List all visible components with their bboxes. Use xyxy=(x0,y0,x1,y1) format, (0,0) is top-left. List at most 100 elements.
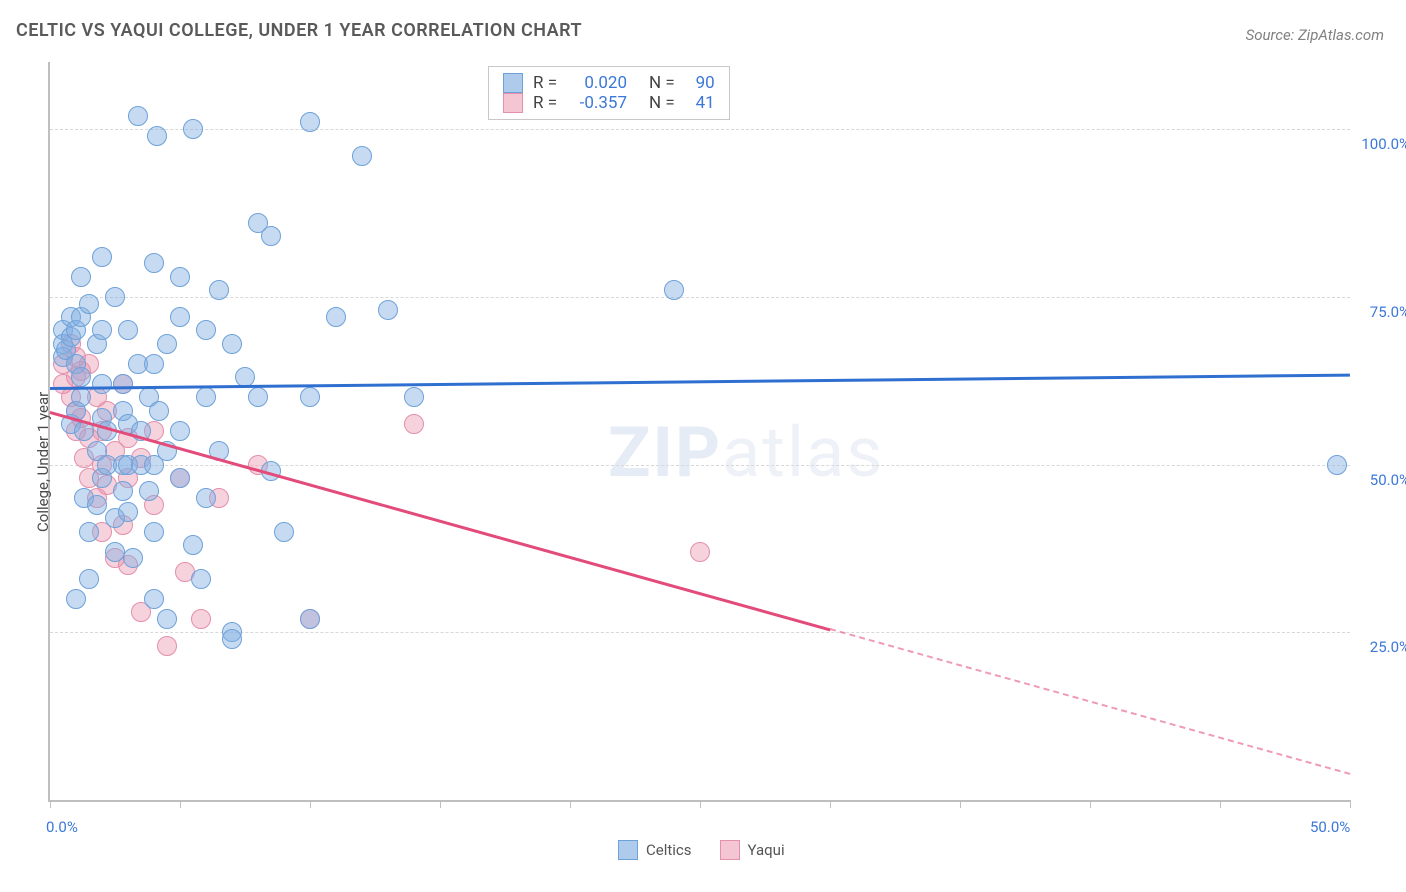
legend-swatch xyxy=(720,840,740,860)
data-point-celtics xyxy=(157,334,177,354)
data-point-celtics xyxy=(144,522,164,542)
data-point-celtics xyxy=(222,629,242,649)
n-value: 41 xyxy=(685,93,715,113)
data-point-celtics xyxy=(92,320,112,340)
legend-series: Celtics Yaqui xyxy=(618,840,785,860)
chart-title: CELTIC VS YAQUI COLLEGE, UNDER 1 YEAR CO… xyxy=(16,20,582,41)
x-tick xyxy=(830,800,831,808)
data-point-yaqui xyxy=(404,414,424,434)
x-tick-label: 0.0% xyxy=(46,818,78,836)
data-point-celtics xyxy=(79,522,99,542)
data-point-celtics xyxy=(183,535,203,555)
data-point-celtics xyxy=(71,367,91,387)
data-point-celtics xyxy=(128,106,148,126)
data-point-celtics xyxy=(664,280,684,300)
data-point-celtics xyxy=(118,320,138,340)
y-tick-label: 50.0% xyxy=(1370,471,1406,489)
data-point-celtics xyxy=(105,542,125,562)
data-point-celtics xyxy=(300,609,320,629)
data-point-celtics xyxy=(147,126,167,146)
y-tick-label: 75.0% xyxy=(1370,303,1406,321)
data-point-celtics xyxy=(1327,455,1347,475)
data-point-celtics xyxy=(170,307,190,327)
data-point-celtics xyxy=(144,589,164,609)
x-tick xyxy=(960,800,961,808)
x-tick xyxy=(1090,800,1091,808)
data-point-celtics xyxy=(274,522,294,542)
x-tick xyxy=(1220,800,1221,808)
r-value: -0.357 xyxy=(567,93,627,113)
data-point-celtics xyxy=(378,300,398,320)
data-point-celtics xyxy=(222,334,242,354)
legend-swatch xyxy=(503,73,523,93)
data-point-celtics xyxy=(66,589,86,609)
data-point-celtics xyxy=(71,267,91,287)
y-tick-label: 100.0% xyxy=(1361,135,1406,153)
legend-label: Celtics xyxy=(646,841,692,859)
data-point-celtics xyxy=(191,569,211,589)
r-label: R = xyxy=(533,93,557,113)
legend-stat-row: R = 0.020 N = 90 xyxy=(503,73,715,93)
legend-swatch xyxy=(618,840,638,860)
r-label: R = xyxy=(533,73,557,93)
gridline xyxy=(50,632,1350,633)
data-point-yaqui xyxy=(191,609,211,629)
n-label: N = xyxy=(649,73,675,93)
data-point-celtics xyxy=(209,280,229,300)
data-point-celtics xyxy=(196,488,216,508)
data-point-celtics xyxy=(170,468,190,488)
data-point-celtics xyxy=(404,387,424,407)
data-point-celtics xyxy=(92,247,112,267)
data-point-celtics xyxy=(170,421,190,441)
data-point-celtics xyxy=(352,146,372,166)
data-point-celtics xyxy=(157,609,177,629)
data-point-celtics xyxy=(170,267,190,287)
data-point-celtics xyxy=(71,387,91,407)
data-point-celtics xyxy=(123,548,143,568)
trend-line-yaqui xyxy=(50,411,831,631)
legend-item: Celtics xyxy=(618,840,692,860)
data-point-celtics xyxy=(183,119,203,139)
correlation-chart: ZIPatlas 25.0%50.0%75.0%100.0%0.0%50.0% … xyxy=(48,62,1384,818)
x-tick xyxy=(310,800,311,808)
data-point-celtics xyxy=(261,226,281,246)
data-point-celtics xyxy=(79,294,99,314)
data-point-yaqui xyxy=(690,542,710,562)
data-point-celtics xyxy=(326,307,346,327)
data-point-celtics xyxy=(105,287,125,307)
data-point-celtics xyxy=(248,387,268,407)
x-tick xyxy=(1350,800,1351,808)
data-point-celtics xyxy=(79,569,99,589)
n-label: N = xyxy=(649,93,675,113)
gridline xyxy=(50,297,1350,298)
data-point-celtics xyxy=(196,320,216,340)
y-axis-title: College, Under 1 year xyxy=(34,392,52,532)
data-point-yaqui xyxy=(157,636,177,656)
x-tick xyxy=(440,800,441,808)
data-point-celtics xyxy=(144,253,164,273)
source-attribution: Source: ZipAtlas.com xyxy=(1246,26,1384,44)
x-tick xyxy=(50,800,51,808)
x-tick xyxy=(570,800,571,808)
y-tick-label: 25.0% xyxy=(1370,638,1406,656)
data-point-celtics xyxy=(196,387,216,407)
data-point-celtics xyxy=(300,387,320,407)
gridline xyxy=(50,129,1350,130)
plot-area: 25.0%50.0%75.0%100.0%0.0%50.0% xyxy=(48,62,1350,802)
x-tick xyxy=(180,800,181,808)
data-point-celtics xyxy=(113,481,133,501)
data-point-celtics xyxy=(92,374,112,394)
legend-item: Yaqui xyxy=(720,840,785,860)
data-point-celtics xyxy=(149,401,169,421)
legend-stats: R = 0.020 N = 90 R = -0.357 N = 41 xyxy=(488,66,730,120)
r-value: 0.020 xyxy=(567,73,627,93)
x-tick xyxy=(700,800,701,808)
legend-label: Yaqui xyxy=(748,841,785,859)
data-point-celtics xyxy=(144,354,164,374)
legend-swatch xyxy=(503,93,523,113)
data-point-celtics xyxy=(87,495,107,515)
x-tick-label: 50.0% xyxy=(1310,818,1350,836)
n-value: 90 xyxy=(685,73,715,93)
legend-stat-row: R = -0.357 N = 41 xyxy=(503,93,715,113)
data-point-celtics xyxy=(113,374,133,394)
